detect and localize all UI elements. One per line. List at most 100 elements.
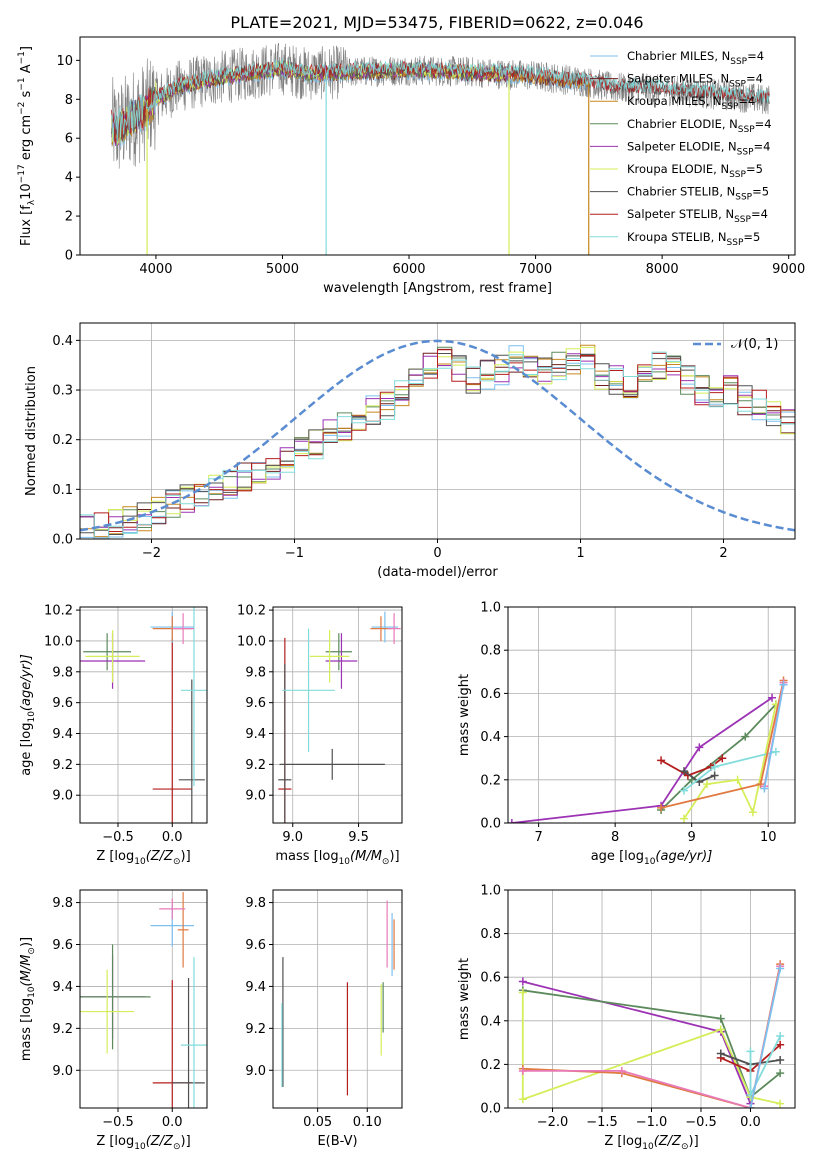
y-tick-label: 0.1 [52,483,73,498]
y-tick-label: 0.4 [480,730,501,745]
errorbar-point [85,630,140,683]
y-tick-label: 9.6 [52,938,73,953]
y-tick-label: 6 [65,132,73,147]
y-tick-label: 0.6 [480,687,501,702]
weight-marker [718,754,727,763]
weight-marker [776,1099,785,1108]
residuals-plot-area [80,339,795,539]
y-tick-label: 9.4 [245,980,266,995]
legend-label: Salpeter MILES, NSSP=4 [627,72,763,90]
y-tick-label: 1.0 [480,884,501,899]
y-tick-label: 9.8 [52,665,73,680]
y-tick-label: 9.2 [52,1022,73,1037]
errorbar-point [387,613,401,645]
y-axis-label: mass weight [457,674,472,756]
residuals-legend: 𝒩(0, 1) [693,337,778,352]
weight-marker [710,762,719,771]
weight-marker [710,771,719,780]
y-tick-label: 0.4 [480,1014,501,1029]
weight-marker [779,680,788,689]
x-tick-label: −1.0 [636,1115,668,1130]
weight-line [660,757,723,777]
y-tick-label: 9.0 [245,789,266,804]
histogram-step [80,349,795,539]
weight-marker [680,786,689,795]
errorbar-point [159,898,186,920]
age_vs_Z-plot-area [80,607,207,823]
x-tick-label: 7000 [519,262,552,277]
weight-marker [617,1066,626,1075]
weight-line [749,968,782,1108]
x-tick-label: 1 [576,546,584,561]
y-tick-label: 0.4 [52,334,73,349]
weight-marker [746,1104,755,1108]
weight-marker [518,977,527,986]
y-tick-label: 4 [65,171,73,186]
x-tick-label: −2.0 [537,1115,569,1130]
x-axis-label: Z [log10(Z/Z⊙)] [96,849,190,867]
massweight_vs_age-frame [507,606,796,824]
errorbar-point [279,748,385,780]
residuals-axes: −2 −1 0 1 2 0.0 0.1 0.2 0.3 0.4 (data-model)/error… [24,322,796,580]
y-tick-label: 10.0 [44,634,73,649]
weight-marker [741,732,750,741]
x-tick-label: 0.0 [740,1115,761,1130]
errorbar-point [172,978,205,1108]
weight-marker [695,743,704,752]
y-tick-label: 9.8 [245,896,266,911]
y-tick-label: 8 [65,93,73,108]
x-tick-label: 9000 [772,262,805,277]
massweight_vs_Z-frame [507,889,796,1109]
mass_vs_Z-axes: −0.5 0.0 9.0 9.2 9.4 9.6 9.8 Z [log10(Z/Z⊙)] mas… [19,889,208,1152]
weight-marker [702,780,711,789]
x-tick-label: −0.5 [102,830,134,845]
y-tick-label: 9.6 [245,938,266,953]
y-tick-label: 9.0 [52,1064,73,1079]
y-tick-label: 0.0 [480,817,501,832]
x-axis-label: wavelength [Angstrom, rest frame] [323,281,552,296]
weight-marker [760,784,769,793]
weight-marker [657,803,666,812]
weight-line [683,704,777,820]
mass_vs_EBV-axes: 0.05 0.10 9.0 9.2 9.4 9.6 9.8 E(B-V) [245,889,403,1149]
y-tick-label: 0.8 [480,644,501,659]
y-tick-label: 9.2 [52,758,73,773]
x-tick-label: 9.0 [282,830,303,845]
massweight_vs_Z-axes: −2.0 −1.5 −1.0 −0.5 0.0 0.0 0.2 0.4 0.6 0.8 1.0 Z [… [457,884,796,1152]
plots-layer: 4000 5000 6000 7000 8000 90000246810wavelengt… [17,36,805,1152]
y-tick-label: 0.6 [480,971,501,986]
weight-marker [768,693,777,702]
x-tick-label: 10 [760,830,777,845]
errorbar-point [282,628,335,753]
y-tick-label: 0 [65,249,73,264]
x-tick-label: 8000 [646,262,679,277]
y-tick-label: 9.4 [52,727,73,742]
weight-marker [657,756,666,765]
weight-line [763,684,785,789]
weight-marker [746,1047,755,1056]
age_vs_mass-ticks: 9.0 9.5 9.0 9.2 9.4 9.6 9.8 10.0 10.2 [237,604,369,845]
legend-label: Kroupa MILES, NSSP=4 [627,94,755,112]
histogram-step [80,346,795,539]
weight-marker [733,775,742,784]
weight-marker [518,988,527,997]
y-tick-label: 0.2 [52,433,73,448]
weight-marker [776,1040,785,1049]
weight-line [511,696,773,823]
weight-marker [680,767,689,776]
errorbar-point [83,633,132,671]
x-tick-label: 0.10 [353,1115,382,1130]
massweight_vs_age-ticks: 7 8 9 10 0.0 0.2 0.4 0.6 0.8 1.0 [480,601,776,846]
age_vs_Z-axes: −0.5 0.0 9.0 9.2 9.4 9.6 9.8 10.0 10.2 Z [log10(Z… [19,604,208,867]
x-tick-label: 0.0 [162,1115,183,1130]
x-tick-label: −0.5 [685,1115,717,1130]
massweight_vs_age-plot-area [508,676,788,823]
y-tick-label: 10.2 [237,604,266,619]
figure-title: PLATE=2021, MJD=53475, FIBERID=0622, z=0… [230,13,643,32]
y-axis-label: Flux [fλ10−17 erg cm−2 s−1 A−1] [17,46,37,246]
x-axis-label: E(B-V) [317,1134,357,1149]
errorbar-point [278,664,292,823]
normal-curve [80,339,795,532]
y-axis-label: Normed distribution [24,366,39,496]
